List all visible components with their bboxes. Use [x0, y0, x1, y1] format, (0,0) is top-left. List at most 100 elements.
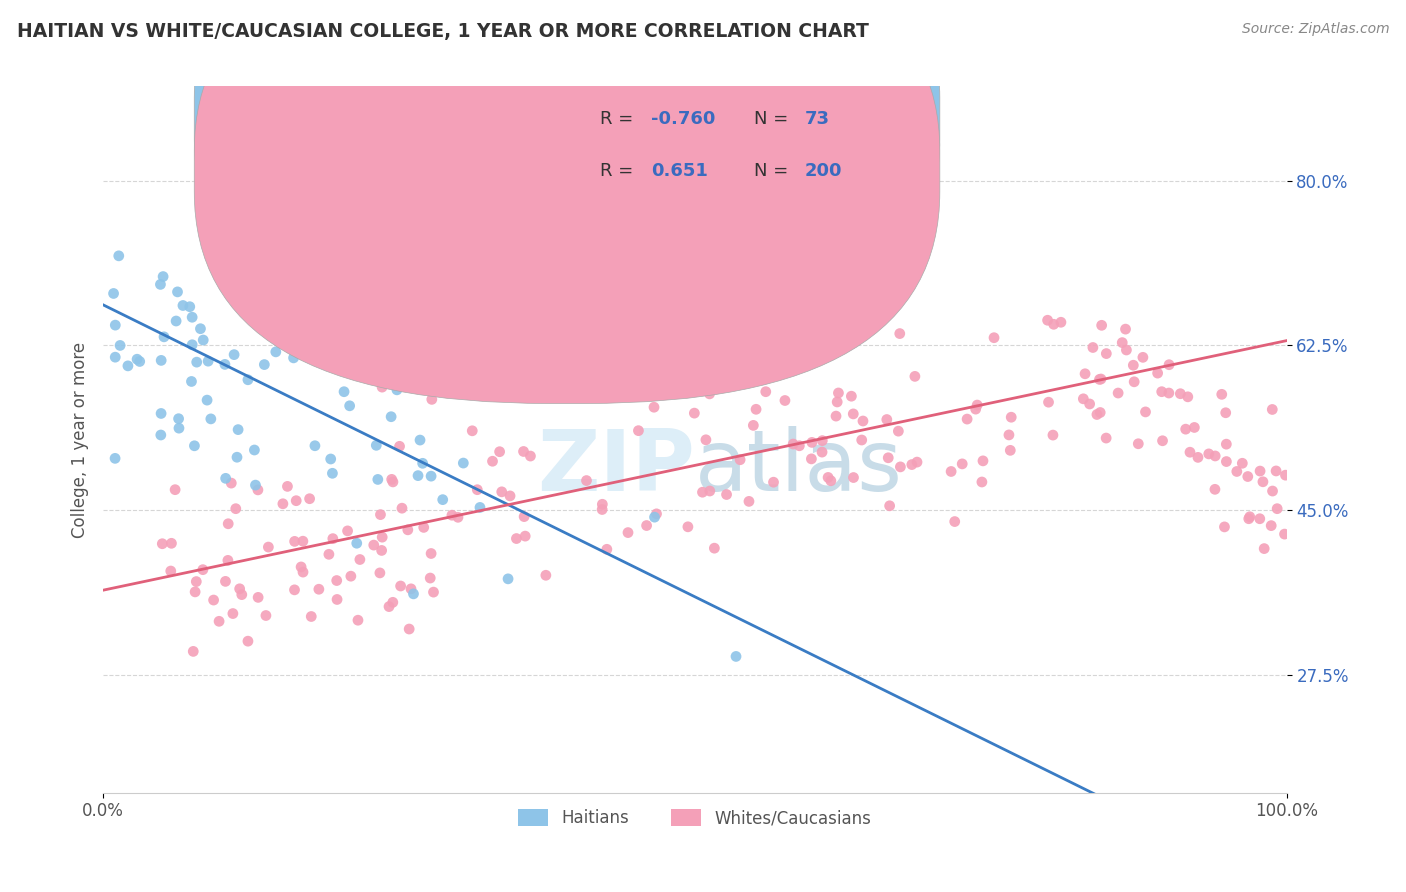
- Point: [271, 321, 294, 335]
- Point: [191, 563, 214, 577]
- Point: [939, 465, 962, 479]
- Point: [943, 515, 966, 529]
- Point: [412, 456, 434, 470]
- Point: [128, 354, 150, 368]
- Point: [1236, 469, 1258, 483]
- Point: [214, 574, 236, 589]
- Point: [1182, 420, 1205, 434]
- Legend: Haitians, Whites/Caucasians: Haitians, Whites/Caucasians: [512, 802, 877, 834]
- Point: [1260, 518, 1282, 533]
- Point: [108, 338, 131, 352]
- Point: [152, 269, 174, 284]
- Point: [876, 412, 898, 426]
- Point: [575, 474, 598, 488]
- Point: [226, 450, 249, 465]
- Point: [349, 552, 371, 566]
- Point: [1249, 464, 1271, 478]
- Point: [381, 595, 404, 609]
- Point: [104, 318, 127, 332]
- Point: [841, 389, 863, 403]
- Point: [789, 439, 811, 453]
- Point: [447, 510, 470, 524]
- FancyBboxPatch shape: [536, 104, 884, 213]
- Point: [214, 471, 236, 485]
- Text: ZIP: ZIP: [537, 426, 695, 509]
- Point: [181, 310, 204, 325]
- Point: [1038, 395, 1060, 409]
- Point: [226, 423, 249, 437]
- Point: [103, 286, 125, 301]
- Point: [440, 508, 463, 523]
- Point: [221, 286, 243, 301]
- Point: [107, 249, 129, 263]
- Point: [167, 411, 190, 425]
- Point: [1085, 408, 1108, 422]
- Text: R =: R =: [600, 162, 640, 180]
- Point: [347, 613, 370, 627]
- Point: [224, 348, 246, 362]
- Point: [186, 355, 208, 369]
- Point: [419, 571, 441, 585]
- Point: [800, 435, 823, 450]
- Point: [228, 582, 250, 596]
- Point: [512, 444, 534, 458]
- Point: [420, 547, 443, 561]
- Point: [1078, 397, 1101, 411]
- Point: [513, 509, 536, 524]
- Point: [904, 369, 927, 384]
- Point: [782, 437, 804, 451]
- Point: [1177, 390, 1199, 404]
- Point: [1152, 434, 1174, 448]
- Point: [1095, 346, 1118, 360]
- Point: [159, 564, 181, 578]
- Point: [1157, 358, 1180, 372]
- Point: [1074, 367, 1097, 381]
- Point: [326, 592, 349, 607]
- Point: [420, 469, 443, 483]
- Point: [304, 439, 326, 453]
- Point: [1090, 372, 1112, 386]
- Point: [515, 529, 537, 543]
- Point: [243, 442, 266, 457]
- Point: [643, 401, 665, 415]
- Point: [420, 392, 443, 407]
- Point: [336, 524, 359, 538]
- Point: [1050, 315, 1073, 329]
- Point: [887, 424, 910, 438]
- Point: [970, 475, 993, 489]
- Point: [1095, 431, 1118, 445]
- Point: [591, 497, 613, 511]
- Point: [247, 591, 270, 605]
- Point: [1226, 465, 1249, 479]
- Point: [276, 479, 298, 493]
- Point: [889, 459, 911, 474]
- Point: [1211, 387, 1233, 401]
- Point: [851, 433, 873, 447]
- Point: [283, 351, 305, 365]
- Point: [298, 491, 321, 506]
- Point: [676, 520, 699, 534]
- Point: [380, 409, 402, 424]
- Point: [127, 352, 149, 367]
- Point: [396, 523, 419, 537]
- Point: [285, 493, 308, 508]
- Point: [217, 553, 239, 567]
- Point: [825, 395, 848, 409]
- Point: [391, 501, 413, 516]
- Point: [1215, 437, 1237, 451]
- Point: [183, 439, 205, 453]
- Text: Source: ZipAtlas.com: Source: ZipAtlas.com: [1241, 22, 1389, 37]
- Point: [1253, 541, 1275, 556]
- Point: [644, 510, 666, 524]
- Text: HAITIAN VS WHITE/CAUCASIAN COLLEGE, 1 YEAR OR MORE CORRELATION CHART: HAITIAN VS WHITE/CAUCASIAN COLLEGE, 1 YE…: [17, 22, 869, 41]
- Point: [596, 542, 619, 557]
- Point: [271, 497, 294, 511]
- Point: [1204, 483, 1226, 497]
- Point: [219, 476, 242, 491]
- Text: 73: 73: [804, 110, 830, 128]
- Point: [402, 587, 425, 601]
- Point: [1042, 428, 1064, 442]
- Text: -0.760: -0.760: [651, 110, 716, 128]
- Point: [277, 295, 299, 310]
- Point: [950, 457, 973, 471]
